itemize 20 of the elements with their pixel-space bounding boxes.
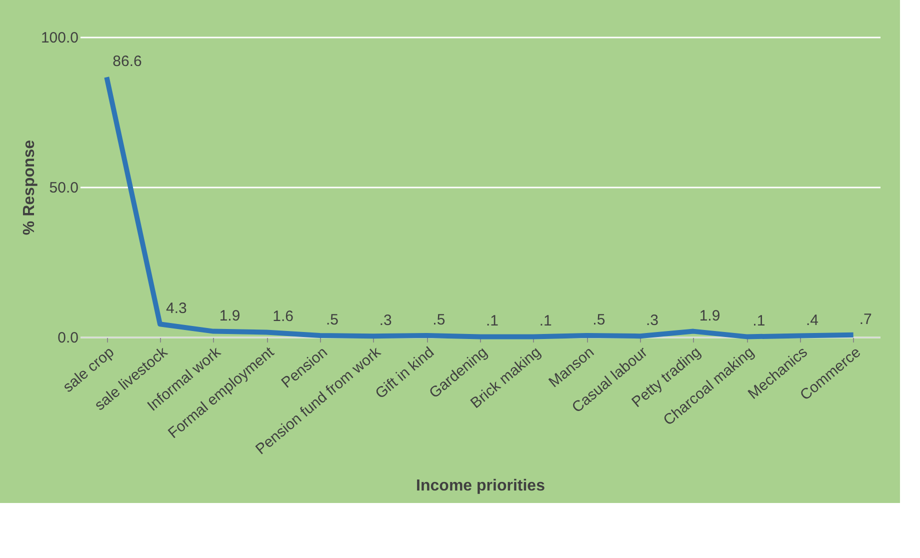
data-label: .1 — [486, 312, 499, 330]
data-label: 4.3 — [166, 300, 187, 318]
data-label: 1.9 — [699, 307, 720, 324]
data-label: .1 — [539, 312, 552, 330]
data-label: .5 — [592, 312, 606, 328]
data-label: .7 — [859, 310, 872, 328]
data-label: .1 — [752, 312, 766, 330]
data-label: .3 — [646, 312, 659, 330]
y-axis-title: % Response — [20, 140, 38, 236]
data-label: 1.6 — [272, 308, 294, 326]
data-label: .5 — [432, 312, 446, 328]
y-tick-label: 100.0 — [40, 30, 78, 46]
y-tick-label: 0.0 — [58, 330, 78, 346]
y-tick-label: 50.0 — [49, 180, 78, 196]
x-axis-title: Income priorities — [416, 477, 546, 494]
data-label: 1.9 — [219, 307, 240, 324]
data-label: .3 — [379, 312, 392, 330]
data-label: .4 — [806, 312, 819, 329]
data-label: 86.6 — [112, 53, 142, 70]
data-label: .5 — [326, 312, 339, 328]
